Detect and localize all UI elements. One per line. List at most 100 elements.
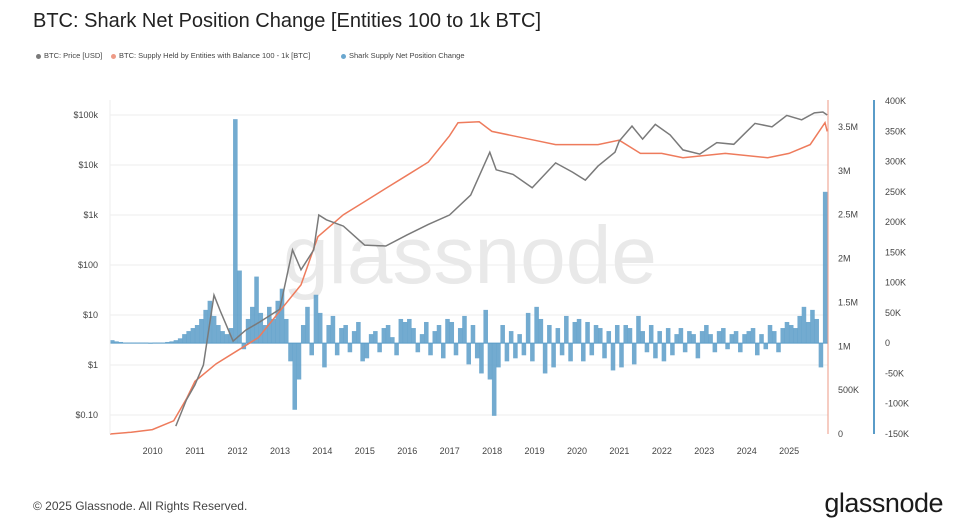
net-position-bar — [114, 341, 119, 344]
net-position-bar — [559, 343, 565, 356]
net-position-bar — [682, 343, 688, 353]
net-position-bar — [262, 325, 268, 344]
y-right-tick-label: 300K — [885, 157, 906, 167]
net-position-bar — [742, 334, 747, 344]
net-position-bar — [602, 343, 607, 359]
x-tick-label: 2025 — [779, 446, 799, 456]
net-position-bar — [474, 343, 480, 359]
y-mid-tick-label: 2.5M — [838, 210, 858, 220]
supply-line — [109, 120, 828, 435]
y-right-tick-label: 250K — [885, 187, 906, 197]
net-position-bar — [394, 343, 399, 356]
net-position-bar — [521, 343, 527, 356]
net-position-bar — [351, 331, 357, 344]
legend-label: BTC: Supply Held by Entities with Balanc… — [119, 51, 311, 60]
net-position-bar — [258, 312, 264, 344]
net-position-bar — [250, 306, 255, 344]
net-position-bar — [725, 343, 730, 350]
net-position-bar — [377, 343, 382, 353]
net-position-bar — [313, 294, 319, 344]
net-position-bar — [334, 343, 340, 356]
net-position-bar — [598, 328, 603, 344]
net-position-bar — [407, 318, 412, 344]
net-position-bar — [190, 328, 196, 344]
net-position-bar — [708, 334, 713, 344]
legend-dot-icon — [111, 53, 116, 59]
x-tick-label: 2016 — [397, 446, 417, 456]
y-mid-tick-label: 0 — [838, 429, 843, 439]
x-tick-label: 2022 — [652, 446, 672, 456]
net-position-bar — [755, 343, 760, 356]
y-left-tick-label: $1 — [88, 360, 98, 370]
net-position-bar — [245, 318, 251, 344]
x-tick-label: 2010 — [143, 446, 163, 456]
legend-item-net[interactable]: Shark Supply Net Position Change — [341, 51, 465, 60]
net-position-bar — [211, 315, 217, 344]
net-position-bar — [750, 328, 756, 344]
y-right-tick-label: -150K — [885, 429, 909, 439]
net-position-bar — [343, 325, 348, 344]
net-position-bar — [173, 340, 179, 344]
net-position-bar — [547, 325, 552, 344]
y-right-tick-label: 350K — [885, 126, 906, 136]
net-position-bar — [721, 328, 726, 344]
x-tick-label: 2013 — [270, 446, 290, 456]
net-position-bar — [581, 343, 586, 362]
net-position-bar — [538, 318, 544, 344]
chart-title: BTC: Shark Net Position Change [Entities… — [33, 10, 542, 32]
net-position-bar — [449, 321, 455, 344]
net-position-bar — [233, 119, 238, 344]
net-position-bar — [402, 321, 408, 344]
net-position-bar — [317, 312, 323, 344]
net-position-bar — [440, 343, 446, 359]
net-position-bar — [771, 331, 777, 344]
net-position-bar — [534, 306, 539, 344]
net-position-bar — [653, 343, 658, 359]
net-position-bar — [699, 331, 705, 344]
y-right-tick-label: 100K — [885, 278, 906, 288]
legend-item-price[interactable]: BTC: Price [USD] — [36, 51, 102, 60]
net-position-bar — [368, 334, 374, 344]
net-position-bar — [729, 334, 735, 344]
net-position-bar — [275, 300, 281, 344]
legend-item-supply[interactable]: BTC: Supply Held by Entities with Balanc… — [111, 51, 310, 60]
net-position-bar — [674, 334, 679, 344]
net-position-bar — [788, 325, 794, 344]
net-position-bar — [678, 328, 684, 344]
y-right-tick-label: 150K — [885, 247, 906, 257]
net-position-bar — [385, 325, 391, 344]
net-position-bar — [746, 331, 752, 344]
y-left-tick-label: $10k — [78, 160, 98, 170]
net-position-bar — [585, 321, 590, 344]
net-position-bar — [797, 315, 802, 344]
x-tick-label: 2020 — [567, 446, 587, 456]
net-position-bar — [665, 328, 671, 344]
y-right-tick-label: 50K — [885, 308, 901, 318]
net-position-bar — [525, 312, 531, 344]
x-tick-label: 2019 — [525, 446, 545, 456]
net-position-bar — [576, 318, 582, 344]
net-position-bar — [373, 331, 378, 344]
legend-label: BTC: Price [USD] — [44, 51, 103, 60]
net-position-bar — [165, 341, 170, 344]
net-position-bar — [390, 337, 395, 344]
net-position-bar — [517, 334, 522, 344]
net-position-bar — [428, 343, 433, 356]
net-position-bar — [568, 343, 573, 362]
y-mid-tick-label: 1M — [838, 341, 851, 351]
net-position-bar — [822, 191, 828, 344]
net-position-bar — [237, 270, 242, 344]
y-right-tick-label: 0 — [885, 338, 890, 348]
watermark: glassnode — [283, 210, 657, 301]
net-position-bar — [780, 328, 786, 344]
net-position-bar — [470, 325, 476, 344]
net-position-bar — [381, 328, 387, 344]
y-right-tick-label: -50K — [885, 368, 904, 378]
y-left-tick-label: $100k — [73, 110, 98, 120]
net-position-bar — [326, 325, 331, 344]
net-position-bar — [805, 321, 811, 344]
net-position-bar — [224, 334, 230, 344]
y-mid-tick-label: 3.5M — [838, 122, 858, 132]
x-tick-label: 2012 — [228, 446, 248, 456]
y-mid-tick-label: 3M — [838, 166, 851, 176]
